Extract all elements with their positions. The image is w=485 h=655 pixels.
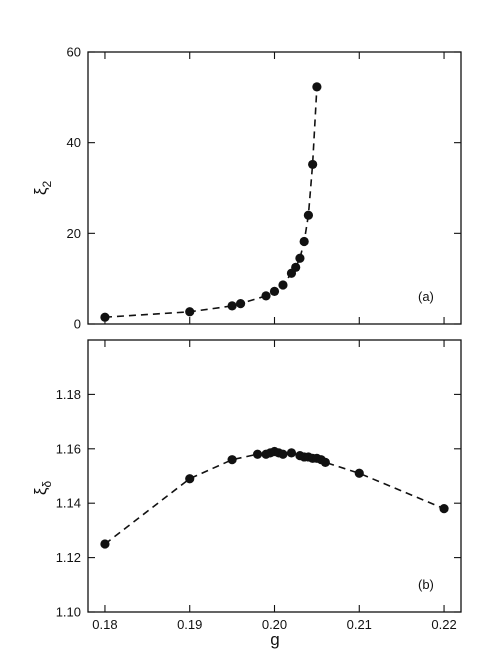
data-point bbox=[185, 474, 195, 484]
x-ticks-b bbox=[104, 340, 445, 612]
data-point bbox=[354, 468, 364, 478]
data-point bbox=[320, 457, 330, 467]
data-point bbox=[299, 236, 309, 247]
series-points-b bbox=[100, 446, 449, 549]
x-tick-labels-b: 0.18 0.19 0.20 0.21 0.22 bbox=[92, 617, 456, 632]
x-axis-label: g bbox=[270, 630, 279, 649]
data-point bbox=[235, 299, 246, 309]
x-tick-label: 0.18 bbox=[92, 617, 117, 632]
y-axis-label-b: ξδ bbox=[31, 481, 54, 496]
y-ticks-a bbox=[88, 51, 461, 325]
panel-label-a: (a) bbox=[418, 289, 434, 304]
data-point bbox=[439, 504, 449, 514]
x-tick-label: 0.21 bbox=[347, 617, 372, 632]
x-tick-label: 0.20 bbox=[262, 617, 287, 632]
y-tick-labels-a: 0 20 40 60 bbox=[67, 45, 81, 332]
data-point bbox=[278, 280, 288, 290]
y-tick-label: 60 bbox=[67, 45, 81, 60]
y-tick-label: 0 bbox=[74, 317, 81, 332]
y-tick-labels-b: 1.10 1.12 1.14 1.16 1.18 bbox=[56, 387, 81, 620]
data-point bbox=[185, 307, 195, 317]
data-point bbox=[312, 82, 322, 92]
data-point bbox=[252, 449, 263, 459]
x-ticks-a bbox=[104, 52, 445, 324]
y-tick-label: 20 bbox=[67, 226, 81, 241]
data-point bbox=[291, 262, 301, 272]
y-tick-label: 1.16 bbox=[56, 441, 81, 456]
data-point bbox=[227, 455, 237, 465]
series-points-a bbox=[100, 82, 322, 322]
plot-frame-a bbox=[87, 51, 462, 325]
data-point bbox=[227, 301, 237, 311]
data-point bbox=[295, 253, 305, 263]
data-point bbox=[261, 291, 271, 301]
y-tick-label: 1.10 bbox=[56, 605, 81, 620]
x-tick-label: 0.19 bbox=[177, 617, 202, 632]
y-tick-label: 1.14 bbox=[56, 496, 81, 511]
data-point bbox=[269, 286, 280, 296]
series-line-b bbox=[104, 450, 445, 545]
panel-b: 1.10 1.12 1.14 1.16 1.18 0.18 0.19 0.20 0.21 0.2… bbox=[31, 339, 462, 649]
data-point bbox=[303, 210, 314, 220]
panel-a: 0 20 40 60 ξ2 (a) bbox=[31, 45, 462, 332]
data-point bbox=[100, 539, 110, 549]
panel-label-b: (b) bbox=[418, 577, 434, 592]
data-point bbox=[308, 159, 318, 170]
x-tick-label: 0.22 bbox=[431, 617, 456, 632]
data-point bbox=[278, 449, 288, 459]
plot-frame-b bbox=[87, 339, 462, 613]
y-tick-label: 1.18 bbox=[56, 387, 81, 402]
y-axis-label-a: ξ2 bbox=[31, 181, 54, 196]
data-point bbox=[100, 312, 110, 322]
y-ticks-b bbox=[88, 393, 461, 613]
y-tick-label: 1.12 bbox=[56, 550, 81, 565]
data-point bbox=[286, 448, 297, 458]
y-tick-label: 40 bbox=[67, 135, 81, 150]
